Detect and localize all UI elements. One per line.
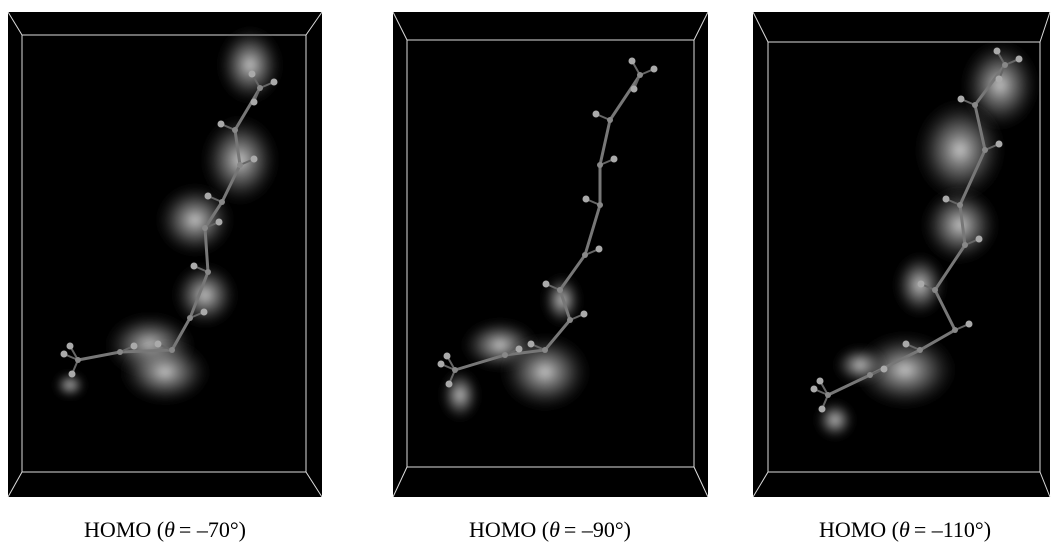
carbon-atom	[75, 357, 81, 363]
hydrogen-atom	[611, 156, 618, 163]
carbon-atom	[169, 347, 175, 353]
carbon-atom	[825, 392, 831, 398]
caption-suffix: = –110°)	[914, 517, 991, 542]
caption-suffix: = –90°)	[564, 517, 631, 542]
carbon-atom	[232, 127, 238, 133]
hydrogen-atom	[976, 236, 983, 243]
hydrogen-atom	[958, 96, 965, 103]
hydrogen-atom	[155, 341, 162, 348]
carbon-atom	[867, 372, 873, 378]
caption-symbol: θ	[164, 517, 175, 542]
panel: HOMO (θ= –70°)	[8, 12, 322, 542]
carbon-atom	[597, 202, 603, 208]
hydrogen-atom	[903, 341, 910, 348]
carbon-atom	[567, 317, 573, 323]
orbital-lobe	[173, 263, 238, 328]
carbon-atom	[205, 269, 211, 275]
hydrogen-atom	[271, 79, 278, 86]
hydrogen-atom	[651, 66, 658, 73]
carbon-atom	[597, 162, 603, 168]
hydrogen-atom	[218, 121, 225, 128]
carbon-atom	[952, 327, 958, 333]
caption-prefix: HOMO (	[819, 517, 899, 542]
hydrogen-atom	[205, 193, 212, 200]
hydrogen-atom	[67, 343, 74, 350]
hydrogen-atom	[994, 48, 1001, 55]
render-box	[393, 12, 708, 497]
panel: HOMO (θ= –90°)	[393, 12, 708, 542]
orbital-lobe	[441, 369, 480, 421]
carbon-atom	[962, 242, 968, 248]
hydrogen-atom	[131, 343, 138, 350]
hydrogen-atom	[996, 76, 1003, 83]
hydrogen-atom	[596, 246, 603, 253]
hydrogen-atom	[438, 361, 445, 368]
carbon-atom	[542, 347, 548, 353]
hydrogen-atom	[817, 378, 824, 385]
hydrogen-atom	[918, 281, 925, 288]
carbon-atom	[982, 147, 988, 153]
caption: HOMO (θ= –110°)	[819, 517, 991, 542]
carbon-atom	[202, 225, 208, 231]
hydrogen-atom	[819, 406, 826, 413]
hydrogen-atom	[201, 309, 208, 316]
hydrogen-atom	[251, 99, 258, 106]
caption-suffix: = –70°)	[179, 517, 246, 542]
carbon-atom	[1002, 62, 1008, 68]
hydrogen-atom	[251, 156, 258, 163]
hydrogen-atom	[516, 346, 523, 353]
carbon-atom	[972, 102, 978, 108]
hydrogen-atom	[629, 58, 636, 65]
panel: HOMO (θ= –110°)	[753, 12, 1050, 542]
hydrogen-atom	[581, 311, 588, 318]
carbon-atom	[452, 367, 458, 373]
caption: HOMO (θ= –90°)	[469, 517, 631, 542]
hydrogen-atom	[583, 196, 590, 203]
hydrogen-atom	[943, 196, 950, 203]
caption: HOMO (θ= –70°)	[84, 517, 246, 542]
carbon-atom	[187, 315, 193, 321]
hydrogen-atom	[528, 341, 535, 348]
carbon-atom	[502, 352, 508, 358]
hydrogen-atom	[811, 386, 818, 393]
hydrogen-atom	[996, 141, 1003, 148]
hydrogen-atom	[881, 366, 888, 373]
orbital-lobe	[156, 184, 234, 257]
orbital-lobe	[500, 333, 591, 411]
hydrogen-atom	[191, 263, 198, 270]
caption-symbol: θ	[899, 517, 910, 542]
orbital-lobe	[218, 26, 283, 104]
carbon-atom	[932, 287, 938, 293]
hydrogen-atom	[631, 86, 638, 93]
carbon-atom	[557, 287, 563, 293]
hydrogen-atom	[593, 111, 600, 118]
carbon-atom	[117, 349, 123, 355]
carbon-atom	[917, 347, 923, 353]
hydrogen-atom	[249, 71, 256, 78]
caption-symbol: θ	[549, 517, 560, 542]
carbon-atom	[607, 117, 613, 123]
carbon-atom	[582, 252, 588, 258]
caption-prefix: HOMO (	[469, 517, 549, 542]
hydrogen-atom	[543, 281, 550, 288]
hydrogen-atom	[966, 321, 973, 328]
carbon-atom	[257, 85, 263, 91]
hydrogen-atom	[444, 353, 451, 360]
carbon-atom	[237, 162, 243, 168]
carbon-atom	[219, 199, 225, 205]
caption-prefix: HOMO (	[84, 517, 164, 542]
carbon-atom	[637, 72, 643, 78]
hydrogen-atom	[446, 381, 453, 388]
hydrogen-atom	[216, 219, 223, 226]
figure: HOMO (θ= –70°)HOMO (θ= –90°)HOMO (θ= –11…	[0, 0, 1053, 551]
hydrogen-atom	[61, 351, 68, 358]
hydrogen-atom	[1016, 56, 1023, 63]
carbon-atom	[957, 202, 963, 208]
hydrogen-atom	[69, 371, 76, 378]
